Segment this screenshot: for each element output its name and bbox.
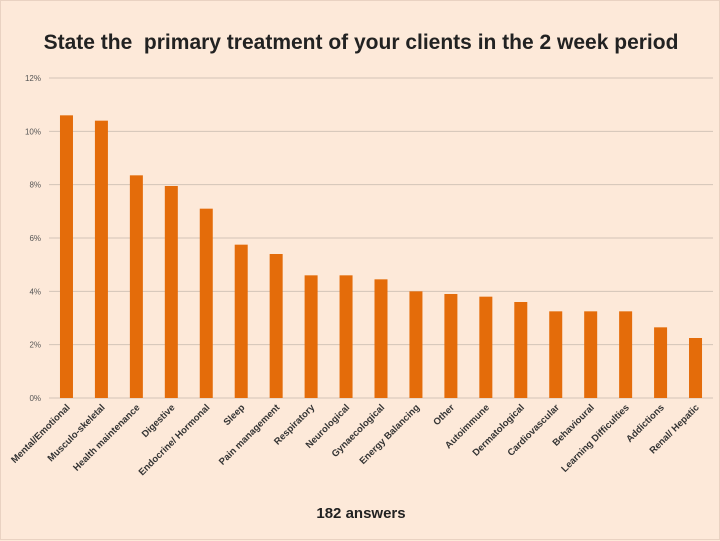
x-category-label: Other: [431, 402, 457, 428]
bar: [514, 302, 528, 398]
bar: [234, 244, 248, 398]
y-tick-label: 6%: [29, 234, 41, 243]
bar: [479, 296, 493, 398]
y-tick-label: 12%: [25, 74, 41, 83]
bar: [374, 279, 388, 398]
y-tick-label: 8%: [29, 181, 41, 190]
x-category-label: Pain management: [217, 402, 283, 468]
bar: [269, 254, 283, 398]
bar: [129, 175, 143, 398]
y-tick-label: 0%: [29, 394, 41, 403]
bar: [444, 294, 458, 398]
x-category-label: Endocrine/ Hormonal: [137, 402, 213, 478]
bar: [304, 275, 318, 398]
bar: [94, 120, 108, 399]
y-axis-ticks: 0% 2% 4% 6% 8% 10% 12%: [25, 74, 41, 403]
bars: [59, 115, 703, 399]
bar: [549, 311, 563, 398]
bar: [584, 311, 598, 398]
x-category-label: Sleep: [222, 402, 248, 428]
x-category-label: Energy Balancing: [358, 402, 423, 467]
bar: [689, 338, 703, 398]
bar: [654, 327, 668, 398]
x-category-label: Learning Difficulties: [559, 402, 631, 474]
bar: [59, 115, 73, 398]
bar: [199, 208, 213, 398]
bar: [619, 311, 633, 398]
bar: [409, 291, 423, 398]
x-category-label: Mental/Emotional: [9, 402, 72, 465]
bar: [164, 186, 178, 398]
bar: [339, 275, 353, 398]
y-tick-label: 2%: [29, 341, 41, 350]
y-tick-label: 4%: [29, 287, 41, 296]
chart-title: State the primary treatment of your clie…: [43, 31, 679, 54]
answer-count: 182 answers: [316, 505, 406, 522]
x-category-label: Health maintenance: [71, 402, 142, 473]
y-tick-label: 10%: [25, 127, 41, 136]
